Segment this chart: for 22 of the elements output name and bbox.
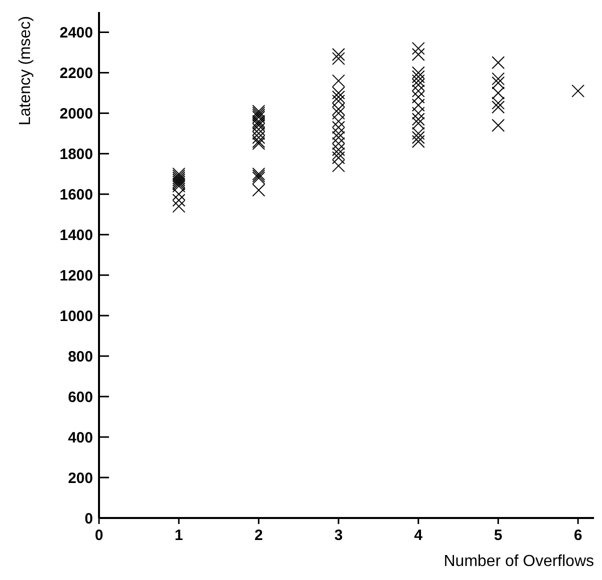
y-tick-label: 0: [84, 510, 93, 528]
y-tick-label: 600: [68, 388, 93, 406]
x-axis-title: Number of Overflows: [444, 553, 594, 570]
x-tick-label: 1: [174, 527, 184, 544]
x-tick-label: 2: [254, 527, 263, 544]
y-tick-label: 1400: [60, 226, 93, 244]
x-tick-label: 5: [494, 527, 502, 544]
x-tick-label: 0: [94, 527, 104, 544]
y-tick-label: 2000: [60, 105, 93, 122]
y-tick-label: 1200: [60, 267, 93, 284]
y-tick-label: 1600: [60, 186, 93, 204]
y-tick-label: 2200: [60, 64, 93, 82]
y-tick-label: 1000: [60, 308, 93, 325]
y-tick-label: 200: [68, 470, 93, 487]
x-tick-label: 6: [574, 527, 582, 544]
x-tick-label: 4: [414, 527, 424, 544]
y-tick-label: 400: [68, 429, 93, 446]
x-tick-label: 3: [334, 527, 343, 544]
y-tick-label: 800: [68, 348, 93, 366]
y-axis-title: Latency (msec): [17, 16, 34, 126]
y-tick-label: 1800: [60, 146, 93, 163]
y-tick-label: 2400: [60, 24, 93, 42]
